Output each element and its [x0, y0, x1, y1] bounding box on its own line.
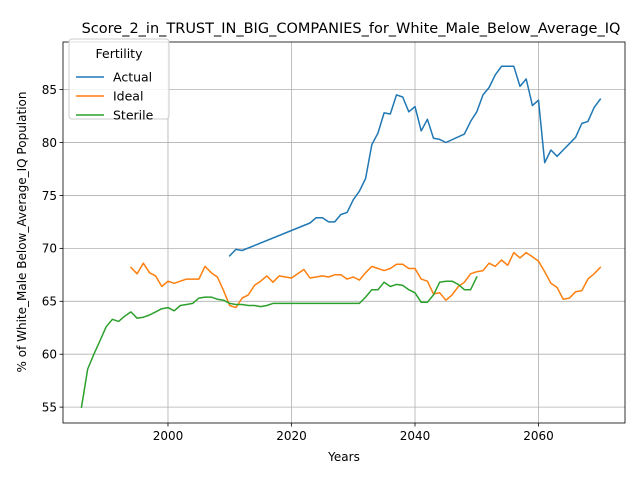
series-lines	[80, 65, 602, 408]
legend-label-sterile: Sterile	[113, 108, 154, 123]
series-line-actual	[228, 65, 602, 257]
legend: Fertility Actual Ideal Sterile	[68, 38, 170, 123]
series-line-ideal	[129, 251, 602, 309]
legend-title: Fertility	[96, 46, 144, 61]
legend-box	[68, 38, 170, 120]
y-axis-label: % of White_Male Below_Average_IQ Populat…	[15, 92, 29, 373]
x-axis-label: Years	[327, 450, 360, 464]
x-tick-label: 2040	[400, 429, 431, 443]
legend-entries: Actual Ideal Sterile	[76, 70, 154, 123]
legend-label-actual: Actual	[113, 70, 152, 85]
y-tick-label: 70	[42, 242, 57, 256]
series-line-sterile	[80, 275, 478, 408]
y-tick-label: 65	[42, 295, 57, 309]
y-tick-label: 80	[42, 136, 57, 150]
axis-ticks: 2000 2020 2040 2060 55 60 65 70 75 80 85	[42, 83, 554, 443]
chart-title: Score_2_in_TRUST_IN_BIG_COMPANIES_for_Wh…	[82, 21, 621, 37]
x-tick-label: 2060	[523, 429, 554, 443]
y-tick-label: 75	[42, 189, 57, 203]
y-tick-label: 60	[42, 348, 57, 362]
gridlines	[63, 42, 625, 423]
y-tick-label: 85	[42, 83, 57, 97]
y-tick-label: 55	[42, 400, 57, 414]
plot-frame	[62, 41, 626, 424]
legend-label-ideal: Ideal	[113, 89, 143, 104]
x-tick-label: 2020	[276, 429, 307, 443]
x-tick-label: 2000	[153, 429, 184, 443]
